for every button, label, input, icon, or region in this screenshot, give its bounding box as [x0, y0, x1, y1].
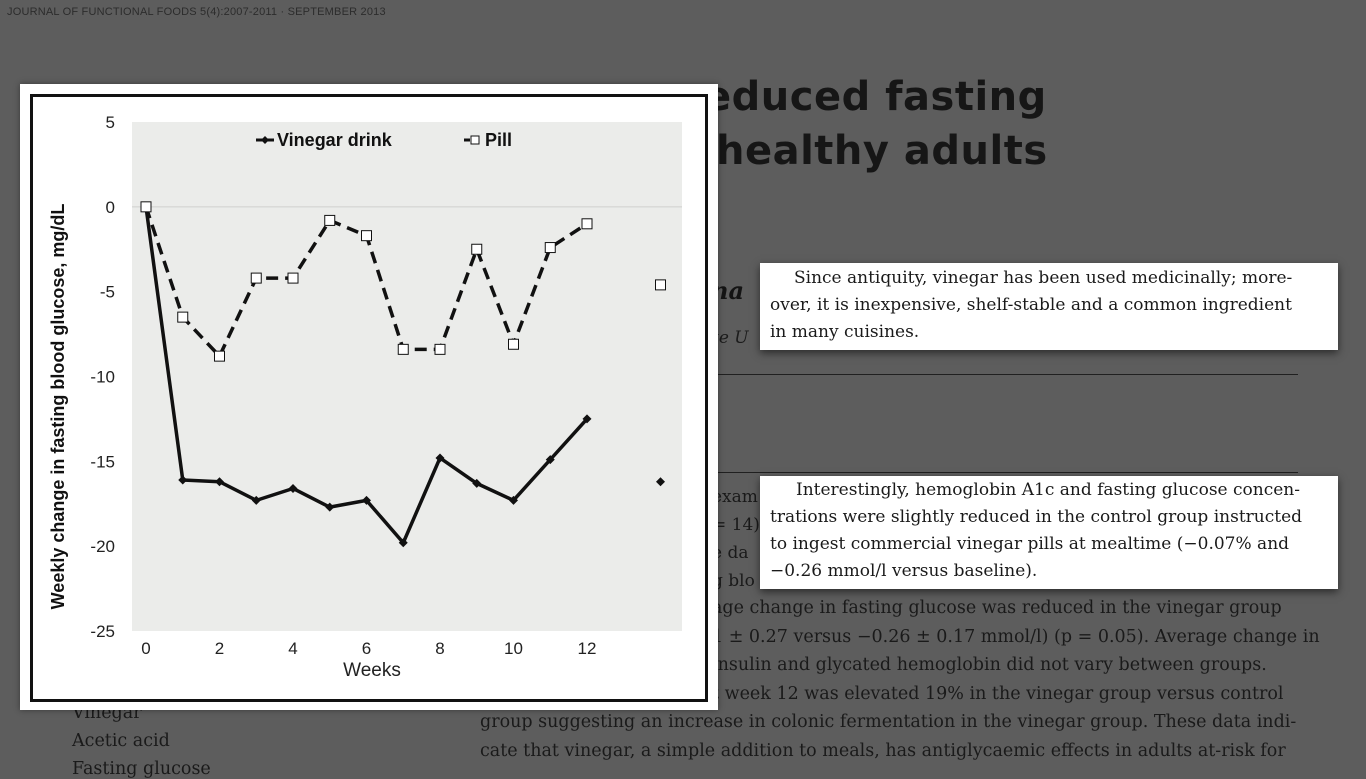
abstract-fragment: g blo	[712, 571, 755, 591]
x-tick-label: 2	[215, 639, 224, 658]
pill-point	[361, 230, 372, 242]
abstract-fragment: exam	[712, 487, 758, 507]
affiliation-fragment: te U	[712, 328, 749, 348]
section-divider	[712, 472, 1298, 473]
pill-point	[324, 214, 336, 226]
callout-line: trations were slightly reduced in the co…	[770, 507, 1303, 527]
vinegar-point	[251, 495, 261, 505]
keyword: Fasting glucose	[72, 759, 211, 779]
legend-vinegar-label: Vinegar drink	[277, 130, 393, 150]
pill-point	[287, 272, 299, 284]
vinegar-point	[472, 478, 482, 488]
abstract-fragment: = 14)	[712, 515, 760, 535]
x-tick-label: 6	[362, 639, 371, 658]
legend-pill-marker	[470, 135, 480, 145]
vinegar-point	[215, 477, 224, 487]
callout-line: to ingest commercial vinegar pills at me…	[770, 534, 1290, 554]
x-axis-label: Weeks	[343, 660, 401, 681]
vinegar-extra-point	[656, 477, 665, 487]
callout-hemoglobin: Interestingly, hemoglobin A1c and fastin…	[760, 476, 1338, 589]
pill-extra-point	[655, 279, 666, 291]
legend-vinegar-marker	[261, 136, 269, 144]
y-tick-label: -20	[90, 537, 115, 556]
vinegar-point	[398, 538, 408, 548]
title-line-1: educed fasting	[704, 74, 1047, 120]
glucose-chart: 5 0 -5 -10 -15 -20 -25 0 2 4 6 8 10 12 Weeks Weekly cha…	[48, 113, 682, 681]
vinegar-point	[582, 414, 592, 424]
section-divider	[712, 374, 1298, 375]
vinegar-point	[545, 455, 555, 465]
y-tick-label: -10	[90, 368, 115, 387]
abstract-line: 1 ± 0.27 versus −0.26 ± 0.17 mmol/l) (p …	[712, 627, 1320, 647]
y-tick-label: 0	[106, 198, 115, 217]
abstract-line: cate that vinegar, a simple addition to …	[480, 741, 1286, 761]
title-line-2: healthy adults	[716, 128, 1048, 174]
vinegar-point	[288, 483, 298, 493]
plot-area	[132, 122, 682, 631]
journal-header: JOURNAL OF FUNCTIONAL FOODS 5(4):2007-20…	[7, 6, 386, 18]
y-tick-label: -25	[90, 622, 115, 641]
x-tick-label: 12	[578, 639, 597, 658]
pill-point	[214, 350, 225, 362]
vinegar-point	[325, 502, 335, 512]
pill-point	[250, 272, 262, 284]
pill-point	[581, 218, 593, 230]
callout-antiquity: Since antiquity, vinegar has been used m…	[760, 263, 1338, 350]
callout-line: −0.26 mmol/l versus baseline).	[770, 561, 1038, 581]
x-tick-label: 8	[435, 639, 444, 658]
abstract-line: group suggesting an increase in colonic …	[480, 712, 1297, 732]
pill-point	[471, 243, 483, 255]
y-tick-label: 5	[106, 113, 115, 132]
callout-line: Since antiquity, vinegar has been used m…	[794, 268, 1293, 288]
vinegar-point	[362, 495, 371, 505]
abstract-line: insulin and glycated hemoglobin did not …	[712, 655, 1267, 675]
keyword: Acetic acid	[72, 731, 170, 751]
abstract-line: age change in fasting glucose was reduce…	[712, 598, 1282, 618]
chart-card: 5 0 -5 -10 -15 -20 -25 0 2 4 6 8 10 12 Weeks Weekly cha…	[20, 84, 718, 710]
pill-point	[434, 343, 446, 355]
pill-point	[177, 311, 189, 323]
x-tick-label: 0	[141, 639, 150, 658]
vinegar-point	[178, 475, 188, 485]
callout-line: over, it is inexpensive, shelf-stable an…	[770, 295, 1292, 315]
x-tick-label: 4	[288, 639, 297, 658]
pill-point	[508, 338, 519, 350]
vinegar-point	[509, 495, 518, 505]
pill-point	[544, 242, 556, 254]
y-tick-label: -5	[100, 283, 115, 302]
pill-point	[397, 343, 409, 355]
abstract-line: t week 12 was elevated 19% in the vinega…	[712, 684, 1284, 704]
x-tick-label: 10	[504, 639, 523, 658]
vinegar-point	[435, 453, 445, 463]
legend-pill-label: Pill	[485, 130, 512, 150]
callout-line: in many cuisines.	[770, 322, 920, 342]
y-axis-label: Weekly change in fasting blood glucose, …	[48, 204, 68, 610]
abstract-fragment: e da	[712, 543, 749, 563]
callout-line: Interestingly, hemoglobin A1c and fastin…	[796, 480, 1300, 500]
pill-point	[140, 201, 152, 213]
y-tick-label: -15	[90, 452, 115, 471]
chart-frame	[30, 94, 708, 702]
